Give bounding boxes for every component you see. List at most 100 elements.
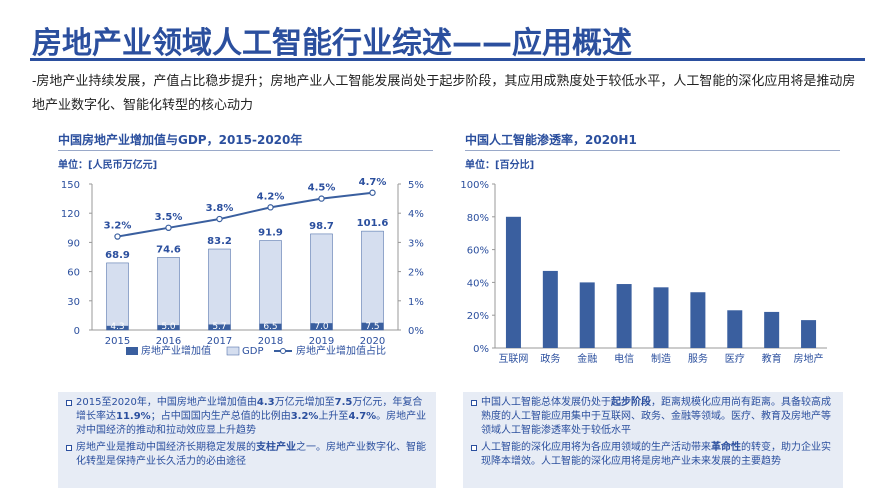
x-tick-label: 2018 [258, 336, 283, 347]
right-chart-rule [465, 150, 840, 151]
note-text: 人工智能的深化应用将为各应用领域的生产活动带来 [481, 442, 711, 453]
share-value-label: 3.8% [206, 203, 234, 214]
y-tick-label: 0% [473, 344, 489, 355]
x-tick-label: 电信 [614, 352, 634, 365]
right-unit-label: 单位：[百分比] [465, 160, 535, 171]
y2-tick-label: 4% [408, 209, 424, 220]
x-tick-label: 房地产 [794, 352, 824, 365]
re-value-label: 4.3 [110, 322, 124, 332]
note-text: 。房地产业对中国经济的推动和拉动效应显上升趋势 [76, 411, 427, 436]
re-bar [208, 324, 231, 330]
re-bar [310, 323, 333, 330]
penetration-bar [801, 320, 817, 348]
left-chart: 0 30 60 90 120 150 0% 1% 2% 3% 4% 5% 4.3 68.9 2015 5.0 7… [61, 177, 424, 357]
share-value-label: 4.5% [308, 183, 336, 194]
note-text: 的转变，助力企业实现降本增效。人工智能的深化应用将是房地产业未来发展的主要趋势 [481, 442, 831, 467]
share-line [117, 191, 373, 238]
legend: 房地产业增加值 GDP 房地产业增加值占比 [126, 344, 386, 357]
legend-label-re: 房地产业增加值 [141, 344, 211, 357]
gdp-bar [310, 233, 333, 331]
y-tick-label: 20% [467, 311, 489, 322]
y-tick-label: 90 [67, 238, 80, 249]
left-chart-title: 中国房地产业增加值与GDP，2015-2020年 [58, 133, 303, 147]
note-text: 万亿元增加至 [274, 397, 335, 408]
left-chart-rule [58, 150, 433, 151]
note-text-emphasis: 革命性 [711, 442, 741, 453]
legend-swatch-gdp [226, 346, 240, 356]
x-tick-label: 服务 [688, 352, 708, 365]
gdp-value-label: 91.9 [258, 228, 283, 239]
share-point [318, 195, 325, 202]
re-value-label: 7.5 [365, 322, 379, 332]
note-text: 上升至 [318, 411, 349, 422]
note-text-emphasis: 起步阶段 [611, 397, 651, 408]
re-bar [361, 322, 384, 330]
x-tick-label: 2020 [360, 336, 385, 347]
y-tick-label: 0 [74, 326, 80, 337]
x-tick-label: 2019 [309, 336, 334, 347]
left-note-box: 2015至2020年，中国房地产业增加值由4.3万亿元增加至7.5万亿元，年复合… [58, 392, 436, 488]
note-text-emphasis: 11.9% [116, 411, 151, 422]
x-tick-label: 医疗 [725, 352, 745, 365]
penetration-bar [653, 287, 669, 348]
note-text-emphasis: 7.5 [334, 397, 353, 408]
y2-tick-label: 2% [408, 268, 424, 279]
re-bar [106, 325, 129, 330]
y-tick-label: 60% [467, 246, 489, 257]
note-text: 之一。房地产业数字化、智能化转型是保持产业长久活力的必由途径 [76, 442, 426, 467]
share-value-label: 3.2% [104, 221, 132, 232]
note-text: ；占中国国内生产总值的比例由 [150, 411, 291, 422]
share-point [369, 189, 376, 196]
share-point [216, 215, 223, 223]
legend-label-gdp: GDP [242, 346, 263, 357]
page-title: 房地产业领域人工智能行业综述——应用概述 [32, 26, 632, 61]
legend-label-share: 房地产业增加值占比 [296, 344, 386, 357]
x-tick-label: 政务 [540, 352, 560, 365]
re-bar [157, 325, 180, 330]
bullet-square-icon [66, 400, 72, 406]
note-text: 中国人工智能总体发展仍处于 [481, 397, 611, 408]
note-text-emphasis: 支柱产业 [256, 442, 296, 453]
gdp-bar [106, 262, 129, 331]
penetration-bar [579, 282, 595, 348]
right-note-box: 中国人工智能总体发展仍处于起步阶段，距离规模化应用尚有距离。具备较高成熟度的人工… [463, 392, 843, 488]
x-tick-label: 制造 [651, 352, 671, 365]
gdp-value-label: 83.2 [207, 236, 232, 247]
gdp-bar [208, 248, 231, 331]
y-tick-label: 100% [460, 180, 489, 191]
x-tick-label: 2015 [105, 336, 130, 347]
x-tick-label: 金融 [577, 352, 597, 365]
y-tick-label: 80% [467, 213, 489, 224]
note-text: ，距离规模化应用尚有距离。具备较高成熟度的人工智能应用集中于互联网、政务、金融等… [481, 397, 831, 436]
gdp-bar [259, 240, 282, 331]
bullet-square-icon [66, 445, 72, 451]
penetration-bar [542, 270, 558, 348]
x-tick-label: 2017 [207, 336, 232, 347]
share-point [165, 224, 172, 232]
left-unit-label: 单位：[人民币万亿元] [58, 160, 158, 171]
re-value-label: 5.0 [161, 322, 176, 332]
re-value-label: 5.7 [212, 322, 226, 332]
x-tick-label: 2016 [156, 336, 181, 347]
penetration-bar [690, 292, 706, 348]
penetration-bar [505, 216, 521, 348]
note-text: 万亿元，年复合增长率达 [76, 397, 423, 422]
re-bar [259, 323, 282, 330]
y-tick-label: 120 [61, 209, 80, 220]
re-value-label: 7.0 [314, 322, 329, 332]
y2-tick-label: 0% [408, 326, 424, 337]
y2-tick-label: 5% [408, 180, 424, 191]
note-text: 2015至2020年，中国房地产业增加值由 [76, 397, 257, 408]
y-tick-label: 60 [67, 268, 80, 279]
x-tick-label: 互联网 [498, 353, 528, 365]
note-bullet-item: 人工智能的深化应用将为各应用领域的生产活动带来革命性的转变，助力企业实现降本增效… [471, 441, 837, 469]
right-chart: 0% 20% 40% 60% 80% 100% 互联网 政务 金融 电信 制造 服务 医疗 教育 房地产 [460, 180, 827, 365]
note-text-emphasis: 3.2% [290, 411, 319, 422]
right-chart-title: 中国人工智能渗透率，2020H1 [465, 133, 637, 147]
gdp-bar [157, 257, 180, 331]
gdp-value-label: 98.7 [309, 221, 334, 232]
legend-swatch-share-point [280, 348, 286, 354]
note-text-emphasis: 4.3 [256, 397, 275, 408]
share-value-label: 4.7% [359, 177, 387, 188]
title-underline [30, 58, 865, 61]
